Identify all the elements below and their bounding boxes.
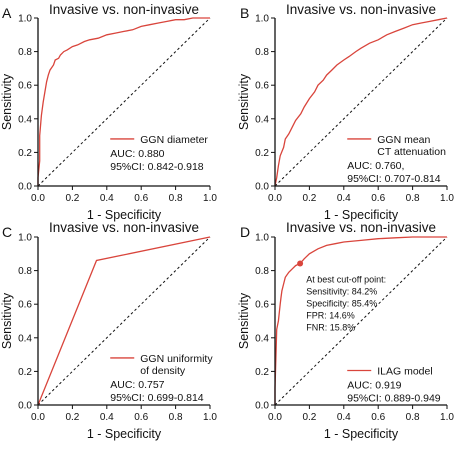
panel-title: Invasive vs. non-invasive [286, 220, 436, 235]
y-tick-label: 1.0 [255, 14, 269, 25]
x-tick-label: 0.0 [268, 412, 282, 423]
roc-panel-c: C Invasive vs. non-invasive 0.00.0 0.2 0.2 0.… [0, 220, 217, 441]
ci-text: 95%CI: 0.889-0.949 [347, 393, 441, 405]
x-tick-label: 0.8 [406, 412, 420, 423]
legend-label: GGN mean [377, 134, 430, 146]
legend-label: GGN diameter [140, 134, 208, 146]
cutoff-annotation-line: At best cut-off point: [306, 274, 386, 284]
x-tick-label: 1.0 [440, 193, 454, 204]
roc-curve [37, 236, 211, 406]
x-axis-title: 1 - Specificity [324, 427, 399, 441]
auc-text: AUC: 0.757 [110, 379, 164, 391]
roc-curve [274, 236, 447, 405]
panel-title: Invasive vs. non-invasive [49, 220, 199, 235]
x-tick-label: 0.4 [337, 412, 351, 423]
x-tick-label: 0.8 [406, 193, 420, 204]
x-axis-title: 1 - Specificity [87, 208, 162, 222]
x-tick-label: 0.6 [134, 412, 148, 423]
ci-text: 95%CI: 0.842-0.918 [110, 161, 204, 173]
x-tick-label: 0.4 [100, 193, 114, 204]
y-tick-label: 0.2 [255, 148, 269, 159]
x-tick-label: 0.2 [65, 412, 79, 423]
panel-label: C [2, 224, 12, 240]
x-tick-label: 1.0 [203, 412, 217, 423]
legend-label: ILAG model [377, 366, 432, 378]
ci-text: 95%CI: 0.699-0.814 [110, 392, 204, 404]
panel-title: Invasive vs. non-invasive [49, 2, 199, 17]
x-axis-title: 1 - Specificity [87, 427, 162, 441]
y-axis-title: Sensitivity [237, 292, 251, 349]
ci-text: 95%CI: 0.707-0.814 [347, 173, 441, 185]
auc-text: AUC: 0.919 [347, 380, 401, 392]
y-tick-label: 1.0 [18, 233, 32, 244]
y-tick-label: 0.8 [255, 47, 269, 58]
x-tick-label: 0.4 [337, 193, 351, 204]
legend-label: CT attenuation [377, 146, 446, 158]
y-tick-label: 0.6 [18, 81, 32, 92]
y-tick-label: 0.2 [255, 367, 269, 378]
x-tick-label: 0.6 [371, 193, 385, 204]
x-tick-label: 0.8 [169, 412, 183, 423]
cutoff-annotation-line: FPR: 14.6% [306, 310, 355, 320]
y-tick-label: 0.4 [255, 114, 269, 125]
y-tick-label: 0.4 [18, 114, 32, 125]
cutoff-annotation-line: FNR: 15.8% [306, 322, 355, 332]
y-tick-label: 0.0 [18, 182, 32, 193]
y-axis-title: Sensitivity [0, 292, 14, 349]
auc-text: AUC: 0.880 [110, 148, 164, 160]
x-tick-label: 0.6 [134, 193, 148, 204]
legend-label: GGN uniformity [140, 353, 213, 365]
panel-title: Invasive vs. non-invasive [286, 2, 436, 17]
panel-label: A [2, 5, 12, 21]
x-tick-label: 0.8 [169, 193, 183, 204]
x-tick-label: 0.2 [65, 193, 79, 204]
panel-label: D [240, 224, 250, 240]
x-tick-label: 0.0 [268, 193, 282, 204]
x-tick-label: 1.0 [203, 193, 217, 204]
y-axis-title: Sensitivity [0, 73, 14, 130]
y-tick-label: 0.0 [255, 401, 269, 412]
x-tick-label: 0.0 [31, 193, 45, 204]
reference-diagonal [274, 17, 448, 187]
x-tick-label: 0.6 [371, 412, 385, 423]
roc-curve [37, 17, 210, 186]
legend-label: of density [140, 365, 186, 377]
reference-diagonal [37, 236, 211, 406]
x-tick-label: 1.0 [440, 412, 454, 423]
x-axis-title: 1 - Specificity [324, 208, 399, 222]
cutoff-annotation-line: Sensitivity: 84.2% [306, 286, 377, 296]
reference-diagonal [274, 236, 448, 406]
y-axis-title: Sensitivity [237, 73, 251, 130]
y-tick-label: 0.4 [18, 333, 32, 344]
y-tick-label: 0.4 [255, 333, 269, 344]
y-tick-label: 0.8 [255, 266, 269, 277]
y-tick-label: 0.0 [255, 182, 269, 193]
y-tick-label: 0.0 [18, 401, 32, 412]
x-tick-label: 0.2 [302, 193, 316, 204]
y-tick-label: 0.6 [18, 300, 32, 311]
roc-panel-b: B Invasive vs. non-invasive 0.00.0 0.2 0.2 0.… [237, 2, 454, 222]
x-tick-label: 0.0 [31, 412, 45, 423]
y-tick-label: 1.0 [255, 233, 269, 244]
panel-label: B [240, 5, 249, 21]
reference-diagonal [37, 17, 211, 187]
roc-curve [274, 17, 448, 187]
cutoff-point-marker [297, 260, 304, 267]
y-tick-label: 0.6 [255, 300, 269, 311]
y-tick-label: 0.8 [18, 266, 32, 277]
cutoff-annotation-line: Specificity: 85.4% [306, 298, 377, 308]
auc-text: AUC: 0.760, [347, 160, 404, 172]
roc-panel-a: A Invasive vs. non-invasive 0.00.0 0.2 0.2 0.… [0, 2, 217, 222]
roc-panel-d: D Invasive vs. non-invasive 0.00.0 0.2 0.2 0.… [237, 220, 454, 441]
y-tick-label: 0.6 [255, 81, 269, 92]
x-tick-label: 0.2 [302, 412, 316, 423]
y-tick-label: 0.2 [18, 367, 32, 378]
x-tick-label: 0.4 [100, 412, 114, 423]
y-tick-label: 0.8 [18, 47, 32, 58]
y-tick-label: 1.0 [18, 14, 32, 25]
y-tick-label: 0.2 [18, 148, 32, 159]
